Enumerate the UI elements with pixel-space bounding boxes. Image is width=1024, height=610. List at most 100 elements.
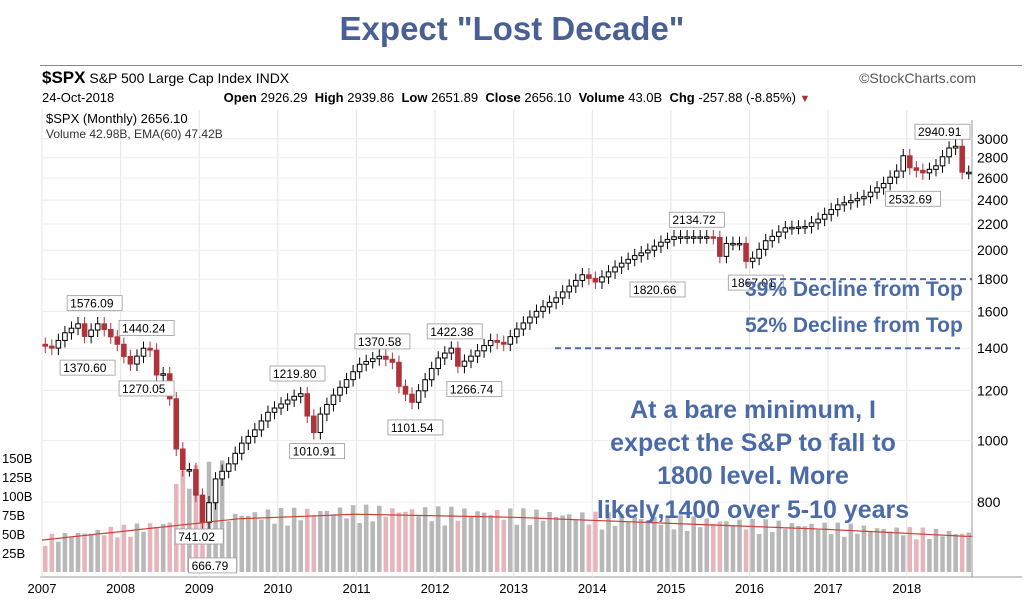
volume-bar xyxy=(370,521,376,572)
volume-bar xyxy=(900,535,906,572)
candle-body xyxy=(297,393,304,397)
chg-value: -257.88 (-8.85%) xyxy=(698,90,796,105)
volume-bar xyxy=(632,516,637,572)
candle-body xyxy=(612,266,618,273)
candle-body xyxy=(920,169,926,174)
candle-body xyxy=(802,226,808,229)
volume-bar xyxy=(121,524,127,572)
volume-bar xyxy=(665,515,670,572)
volume-bar xyxy=(933,528,939,572)
price-label-box xyxy=(629,281,686,298)
candle-body xyxy=(762,240,769,250)
candle-body xyxy=(481,345,487,352)
candle-body xyxy=(369,358,376,362)
candle-body xyxy=(566,285,573,293)
candle-body xyxy=(821,213,828,220)
index-name: S&P 500 Large Cap Index xyxy=(89,70,252,86)
volume-bar xyxy=(160,523,166,572)
candle-body xyxy=(520,322,527,330)
volume-tick-label: 100B xyxy=(2,489,32,504)
volume-bar xyxy=(69,537,74,572)
price-tick-label: 1400 xyxy=(977,340,1008,356)
price-label-box xyxy=(354,333,411,350)
price-label-box xyxy=(174,528,224,545)
volume-bar xyxy=(357,522,362,572)
price-label-box xyxy=(269,365,326,382)
candle-body xyxy=(514,328,520,338)
volume-bar xyxy=(363,504,369,572)
candle-body xyxy=(173,398,180,450)
candle-body xyxy=(527,316,533,324)
annotation-52-decline: 52% Decline from Top xyxy=(745,314,963,337)
ticker-symbol: $SPX xyxy=(42,68,86,87)
volume-bar xyxy=(494,509,500,572)
price-label: 1422.38 xyxy=(430,325,474,339)
open-value: 2926.29 xyxy=(260,90,308,105)
volume-bar xyxy=(658,524,664,572)
candle-body xyxy=(671,236,677,240)
volume-bar xyxy=(468,516,474,572)
candle-body xyxy=(939,156,946,167)
candle-body xyxy=(435,357,442,370)
candle-body xyxy=(795,226,802,229)
volume-bar xyxy=(822,522,827,572)
candle-body xyxy=(880,182,887,189)
volume-tick-label: 25B xyxy=(2,546,25,561)
x-tick-label: 2012 xyxy=(421,581,450,596)
candle-body xyxy=(441,352,448,359)
volume-bar xyxy=(475,511,480,572)
candle-body xyxy=(808,222,815,228)
candle-body xyxy=(94,323,101,331)
volume-bar xyxy=(737,519,742,572)
x-tick-label: 2011 xyxy=(342,581,370,596)
volume-bar xyxy=(422,507,428,572)
volume-label: Volume xyxy=(578,90,625,105)
price-label-box xyxy=(188,557,237,574)
volume-bar xyxy=(593,511,598,572)
candle-body xyxy=(494,339,500,343)
candle-body xyxy=(337,386,343,396)
x-tick-label: 2017 xyxy=(814,581,843,596)
candle-body xyxy=(946,147,952,158)
volume-bar xyxy=(337,507,343,572)
price-label: 2134.72 xyxy=(672,213,716,227)
price-label-box xyxy=(289,443,346,460)
volume-bar xyxy=(272,523,277,572)
volume-tick-label: 50B xyxy=(2,527,25,542)
price-tick-label: 2400 xyxy=(977,192,1008,208)
volume-bar xyxy=(259,519,264,572)
candle-body xyxy=(330,394,337,405)
candle-body xyxy=(140,347,147,357)
volume-bar xyxy=(580,512,585,572)
price-tick-label: 2800 xyxy=(977,150,1008,166)
volume-bar xyxy=(252,512,258,572)
slide-title: Expect "Lost Decade" xyxy=(339,10,685,47)
volume-bar xyxy=(809,523,814,572)
volume-bar xyxy=(953,534,958,572)
candle-body xyxy=(553,297,559,303)
volume-bar xyxy=(396,512,402,572)
volume-bar xyxy=(756,533,762,572)
x-tick-label: 2016 xyxy=(735,581,764,596)
volume-bar xyxy=(344,518,349,572)
candle-body xyxy=(252,429,258,437)
candle-body xyxy=(677,236,684,239)
candle-body xyxy=(645,249,651,254)
candle-body xyxy=(710,236,717,239)
candle-body xyxy=(572,279,579,287)
ohlc-row: 24-Oct-2018 Open 2926.29 High 2939.86 Lo… xyxy=(42,90,810,105)
volume-bar xyxy=(128,536,133,572)
candle-body xyxy=(723,242,730,257)
volume-bar xyxy=(802,526,808,572)
volume-bar xyxy=(403,511,408,572)
price-label: 1867.01 xyxy=(731,276,775,290)
volume-bar xyxy=(350,505,356,572)
candle-body xyxy=(225,463,232,472)
candle-body xyxy=(500,341,507,345)
candle-body xyxy=(887,176,893,184)
candle-body xyxy=(776,231,782,237)
volume-bar xyxy=(429,521,434,572)
candle-body xyxy=(848,200,854,204)
volume-bar xyxy=(835,522,841,572)
